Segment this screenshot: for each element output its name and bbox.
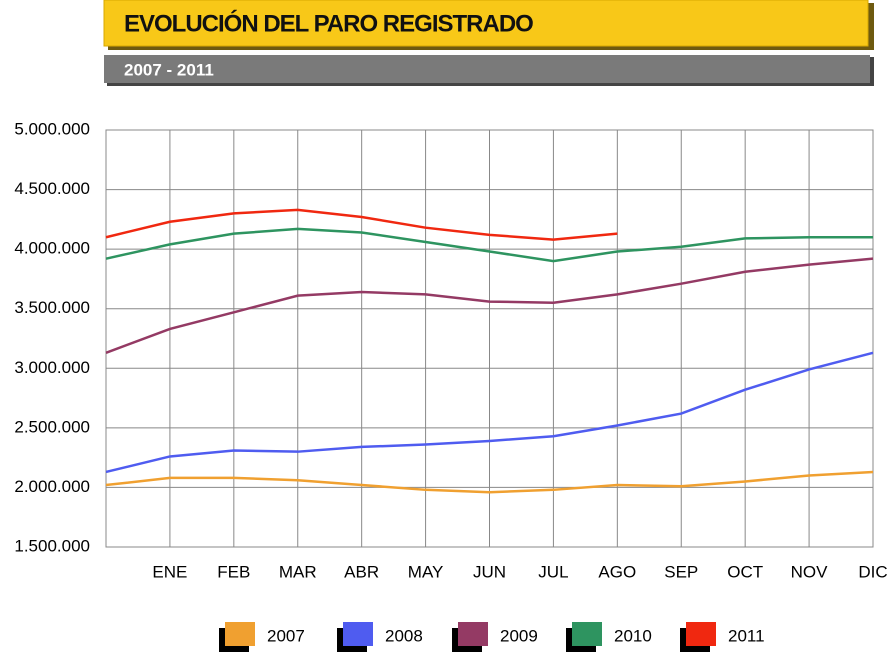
- y-tick-label: 3.500.000: [14, 298, 90, 317]
- series-line: [105, 351, 874, 474]
- series-line: [105, 227, 873, 263]
- legend-swatch: [686, 622, 716, 646]
- x-tick-label: OCT: [727, 562, 763, 581]
- chart-subtitle: 2007 - 2011: [124, 60, 214, 79]
- legend-label: 2007: [267, 626, 305, 645]
- x-tick-label: DIC: [858, 562, 887, 581]
- x-tick-label: MAY: [408, 562, 444, 581]
- x-tick-label: MAR: [279, 562, 317, 581]
- x-tick-label: AGO: [598, 562, 636, 581]
- series-line: [105, 208, 618, 241]
- y-tick-label: 4.500.000: [14, 179, 90, 198]
- legend-label: 2011: [728, 626, 765, 645]
- y-tick-label: 5.000.000: [14, 119, 90, 138]
- x-tick-label: ENE: [152, 562, 187, 581]
- y-tick-label: 3.000.000: [14, 358, 90, 377]
- x-tick-label: SEP: [664, 562, 698, 581]
- legend-swatch: [343, 622, 373, 646]
- y-tick-label: 4.000.000: [14, 239, 90, 258]
- legend-label: 2009: [500, 626, 538, 645]
- legend-label: 2008: [385, 626, 423, 645]
- x-tick-label: ABR: [344, 562, 379, 581]
- x-tick-label: JUL: [538, 562, 568, 581]
- series-line: [105, 257, 874, 354]
- x-tick-label: FEB: [217, 562, 250, 581]
- series-line: [105, 470, 874, 494]
- legend-swatch: [458, 622, 488, 646]
- legend-swatch: [572, 622, 602, 646]
- y-tick-label: 1.500.000: [14, 536, 90, 555]
- subtitle-bar: [104, 55, 870, 83]
- title-bar: [103, 0, 869, 47]
- legend-swatch: [225, 622, 255, 646]
- y-tick-label: 2.500.000: [14, 417, 90, 436]
- chart-title: EVOLUCIÓN DEL PARO REGISTRADO: [124, 9, 533, 37]
- x-tick-label: JUN: [473, 562, 506, 581]
- y-tick-label: 2.000.000: [14, 477, 90, 496]
- x-tick-label: NOV: [791, 562, 829, 581]
- legend-label: 2010: [614, 626, 652, 645]
